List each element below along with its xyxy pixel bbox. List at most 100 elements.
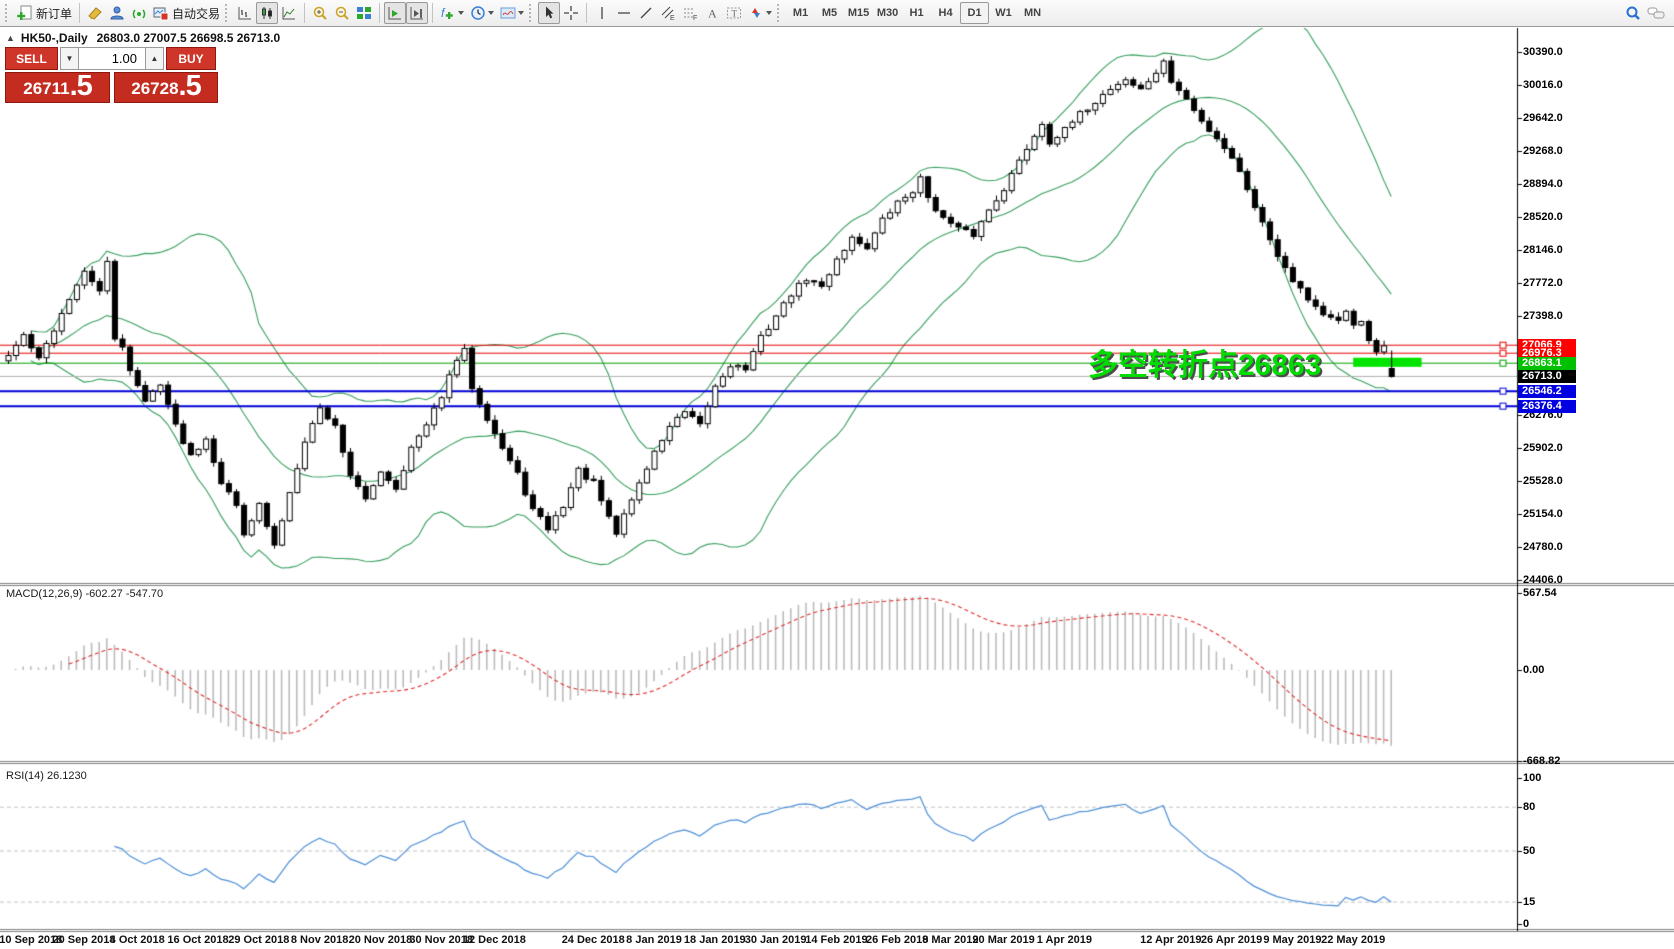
text-button[interactable]: A bbox=[701, 2, 723, 24]
search-icon bbox=[1625, 5, 1641, 21]
macd-axis-label: -668.82 bbox=[1523, 754, 1561, 767]
rsi-axis-label: 50 bbox=[1523, 845, 1536, 857]
templates-button[interactable] bbox=[497, 2, 527, 24]
date-axis-label: 8 Mar 2019 bbox=[922, 934, 979, 946]
toolbar-grip bbox=[777, 4, 784, 22]
profile-button[interactable] bbox=[106, 2, 128, 24]
svg-text:E: E bbox=[670, 15, 675, 21]
toolbar-separator bbox=[586, 3, 588, 23]
new-order-label: 新订单 bbox=[36, 6, 73, 21]
autotrading-icon bbox=[153, 5, 169, 21]
timeframe-h4[interactable]: H4 bbox=[938, 7, 953, 19]
sell-price-pips: .5 bbox=[69, 70, 93, 102]
signal-icon bbox=[131, 5, 147, 21]
one-click-trading-panel: SELL ▼ ▲ BUY 26711 .5 26728 .5 bbox=[5, 47, 220, 103]
trendline-icon bbox=[638, 5, 654, 21]
timeframe-m1[interactable]: M1 bbox=[792, 7, 809, 19]
buy-button[interactable]: BUY bbox=[166, 47, 216, 70]
date-axis-label: 29 Oct 2018 bbox=[228, 934, 290, 946]
bar-chart-icon bbox=[237, 5, 253, 21]
date-axis-label: 8 Nov 2018 bbox=[290, 934, 349, 946]
rsi-indicator-label: RSI(14) 26.1230 bbox=[6, 770, 87, 782]
candlestick-icon bbox=[259, 5, 275, 21]
indicators-button[interactable]: f bbox=[437, 2, 467, 24]
horizontal-line-button[interactable] bbox=[613, 2, 635, 24]
price-axis-label: 25528.0 bbox=[1523, 475, 1563, 487]
date-axis-label: 10 Sep 2018 bbox=[0, 934, 63, 946]
cursor-button[interactable] bbox=[538, 2, 561, 24]
price-axis-label: 25154.0 bbox=[1523, 508, 1563, 520]
equidistant-channel-button[interactable]: E bbox=[657, 2, 679, 24]
dropdown-caret bbox=[518, 11, 525, 15]
trendline-button[interactable] bbox=[635, 2, 657, 24]
chart-shift-icon bbox=[409, 5, 425, 21]
svg-text:f: f bbox=[441, 6, 446, 20]
auto-scroll-button[interactable] bbox=[384, 2, 407, 24]
volume-input[interactable] bbox=[79, 47, 145, 70]
chart-title: ▲ HK50-,Daily 26803.0 27007.5 26698.5 26… bbox=[6, 31, 280, 45]
toolbar-separator bbox=[304, 3, 306, 23]
channel-icon: E bbox=[660, 5, 676, 21]
price-axis-label: 28520.0 bbox=[1523, 211, 1563, 223]
timeframe-m15[interactable]: M15 bbox=[847, 7, 870, 19]
zoom-in-button[interactable] bbox=[309, 2, 331, 24]
candlestick-chart-button[interactable] bbox=[256, 2, 279, 24]
arrows-icon bbox=[748, 5, 764, 21]
new-order-button[interactable]: 新订单 bbox=[14, 2, 75, 24]
sell-button[interactable]: SELL bbox=[5, 47, 58, 70]
zoom-out-button[interactable] bbox=[331, 2, 353, 24]
horizontal-line-icon bbox=[616, 5, 632, 21]
tile-windows-button[interactable] bbox=[353, 2, 375, 24]
date-axis-label: 12 Apr 2019 bbox=[1140, 934, 1202, 946]
chart-annotation-text[interactable]: 多空转折点26863 bbox=[1088, 349, 1322, 382]
highlighter-button[interactable] bbox=[84, 2, 106, 24]
ohlc-values: 26803.0 27007.5 26698.5 26713.0 bbox=[96, 31, 281, 45]
autotrading-button[interactable]: 自动交易 bbox=[150, 2, 223, 24]
volume-decrease-button[interactable]: ▼ bbox=[60, 47, 79, 70]
volume-increase-button[interactable]: ▲ bbox=[145, 47, 164, 70]
date-axis-label: 20 Mar 2019 bbox=[972, 934, 1035, 946]
date-axis-label: 20 Sep 2018 bbox=[52, 934, 116, 946]
crosshair-button[interactable] bbox=[560, 2, 582, 24]
timeframe-w1[interactable]: W1 bbox=[995, 7, 1012, 19]
crosshair-icon bbox=[563, 5, 579, 21]
date-axis-label: 14 Feb 2019 bbox=[805, 934, 868, 946]
date-axis-label: 8 Jan 2019 bbox=[626, 934, 682, 946]
vertical-line-button[interactable] bbox=[591, 2, 613, 24]
buy-price-pips: .5 bbox=[178, 70, 202, 102]
toolbar-separator bbox=[432, 3, 434, 23]
toolbar-grip bbox=[5, 4, 12, 22]
text-icon: A bbox=[704, 5, 720, 21]
line-chart-button[interactable] bbox=[278, 2, 300, 24]
signals-button[interactable] bbox=[128, 2, 150, 24]
periods-button[interactable] bbox=[467, 2, 497, 24]
collapse-panel-icon[interactable]: ▲ bbox=[6, 33, 15, 43]
search-button[interactable] bbox=[1622, 2, 1644, 24]
timeframe-m5[interactable]: M5 bbox=[821, 7, 838, 19]
arrows-button[interactable] bbox=[745, 2, 775, 24]
bar-chart-button[interactable] bbox=[234, 2, 256, 24]
price-line-chip: 26376.4 bbox=[1518, 400, 1576, 414]
chart-shift-button[interactable] bbox=[406, 2, 429, 24]
text-label-button[interactable]: T bbox=[723, 2, 745, 24]
date-axis-label: 30 Jan 2019 bbox=[744, 934, 807, 946]
toolbar-separator bbox=[79, 3, 81, 23]
timeframe-mn[interactable]: MN bbox=[1023, 7, 1042, 19]
dropdown-caret bbox=[488, 11, 495, 15]
buy-price-box[interactable]: 26728 .5 bbox=[114, 72, 218, 103]
sell-price-box[interactable]: 26711 .5 bbox=[5, 72, 110, 103]
date-axis-label: 30 Nov 2018 bbox=[409, 934, 473, 946]
date-axis-label: 4 Oct 2018 bbox=[109, 934, 165, 946]
timeframe-d1[interactable]: D1 bbox=[960, 2, 990, 24]
timeframe-h1[interactable]: H1 bbox=[909, 7, 924, 19]
rsi-axis-label: 15 bbox=[1523, 896, 1536, 909]
chat-button[interactable] bbox=[1644, 2, 1668, 24]
svg-text:A: A bbox=[708, 7, 717, 21]
price-line-chip: 26863.1 bbox=[1518, 357, 1576, 371]
price-axis-label: 30016.0 bbox=[1523, 79, 1563, 91]
fibonacci-button[interactable]: F bbox=[679, 2, 701, 24]
timeframe-m30[interactable]: M30 bbox=[876, 7, 899, 19]
price-axis-label: 28894.0 bbox=[1523, 178, 1563, 190]
price-axis-label: 28146.0 bbox=[1523, 244, 1563, 256]
